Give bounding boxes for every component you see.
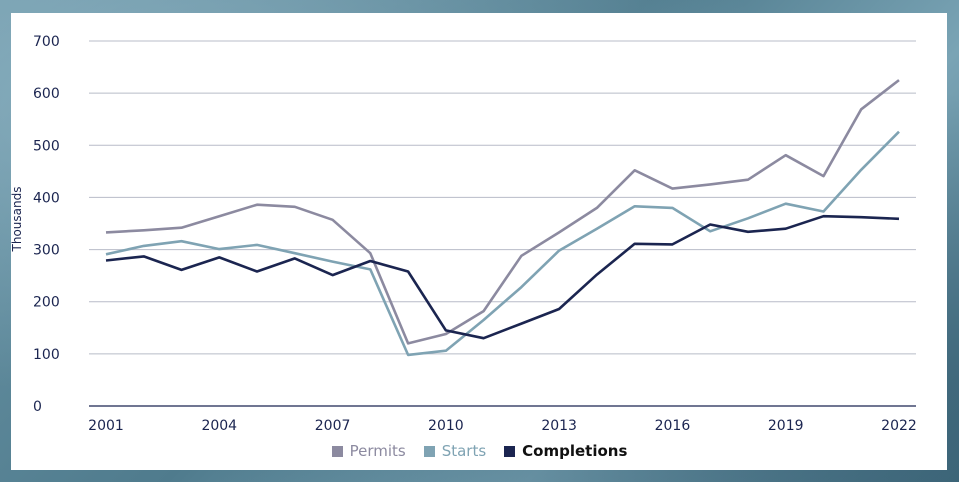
y-tick-label: 700: [33, 34, 60, 50]
y-tick-label: 100: [33, 347, 60, 363]
gridlines: [89, 40, 916, 407]
series-line-starts: [105, 130, 900, 357]
legend-swatch: [423, 445, 435, 457]
legend-label: Permits: [349, 442, 406, 460]
x-tick-label: 2010: [428, 418, 464, 434]
y-tick-label: 500: [33, 138, 60, 154]
x-tick-label: 2022: [881, 418, 917, 434]
legend-swatch: [331, 445, 343, 457]
y-tick-label: 300: [33, 243, 60, 259]
legend-item-permits: Permits: [331, 442, 406, 460]
y-tick-label: 200: [33, 295, 60, 311]
series-line-permits: [105, 79, 900, 345]
y-axis-title: Thousands: [10, 187, 24, 253]
y-tick-label: 0: [33, 399, 42, 415]
legend-item-starts: Starts: [423, 442, 487, 460]
legend-label: Completions: [522, 442, 628, 460]
y-tick-label: 400: [33, 190, 60, 206]
x-tick-label: 2007: [315, 418, 351, 434]
x-tick-label: 2019: [768, 418, 804, 434]
x-tick-label: 2016: [655, 418, 691, 434]
y-tick-label: 600: [33, 86, 60, 102]
series-line-completions: [105, 214, 900, 340]
legend-swatch: [504, 445, 516, 457]
legend-item-completions: Completions: [504, 442, 627, 460]
x-tick-label: 2004: [201, 418, 237, 434]
series-lines: [105, 79, 900, 357]
legend-label: Starts: [441, 442, 487, 460]
legend: Permits Starts Completions: [0, 442, 959, 460]
x-tick-label: 2001: [88, 418, 124, 434]
x-axis-ticks: 2001 2004 2007 2010 2013 2016 2019 2022: [88, 418, 917, 434]
chart-card: [11, 13, 947, 470]
y-axis-ticks: 0 100 200 300 400 500 600 700: [33, 34, 60, 415]
x-tick-label: 2013: [541, 418, 577, 434]
